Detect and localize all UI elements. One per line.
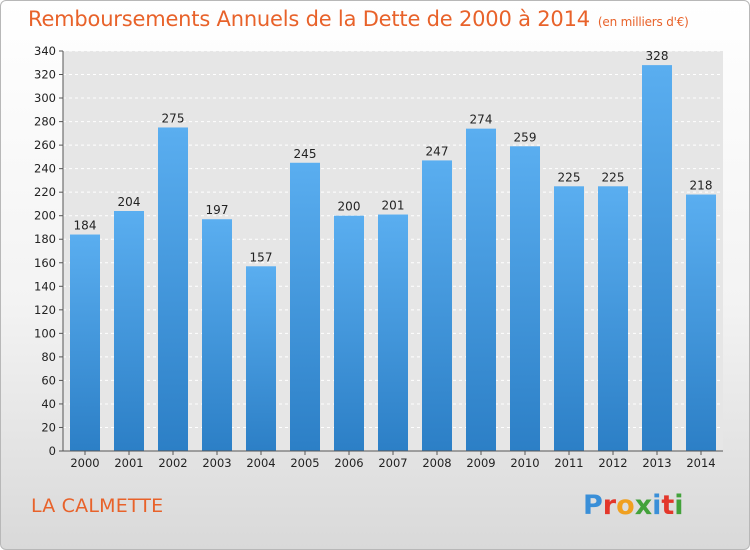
logo-letter: t — [661, 490, 675, 521]
y-tick-label: 20 — [41, 420, 56, 434]
y-tick-label: 40 — [41, 397, 56, 411]
x-tick-label: 2000 — [70, 456, 99, 470]
bar — [510, 146, 540, 451]
commune-name: LA CALMETTE — [31, 495, 164, 517]
bar — [378, 214, 408, 451]
y-tick-label: 160 — [34, 256, 56, 270]
x-tick-label: 2007 — [378, 456, 407, 470]
proxiti-logo: Proxiti — [583, 490, 684, 524]
bar-value-label: 225 — [558, 170, 581, 184]
x-tick-label: 2003 — [202, 456, 231, 470]
bar-value-label: 204 — [118, 195, 141, 209]
y-tick-label: 180 — [34, 232, 56, 246]
x-tick-label: 2002 — [158, 456, 187, 470]
y-tick-label: 0 — [49, 444, 56, 458]
y-tick-label: 140 — [34, 279, 56, 293]
x-tick-label: 2005 — [290, 456, 319, 470]
bar-value-label: 184 — [74, 219, 97, 233]
x-tick-label: 2008 — [422, 456, 451, 470]
y-tick-label: 300 — [34, 91, 56, 105]
bar-value-label: 200 — [338, 200, 361, 214]
y-tick-label: 80 — [41, 350, 56, 364]
bar — [686, 194, 716, 451]
bar-value-label: 201 — [382, 199, 405, 213]
bar-value-label: 259 — [514, 130, 537, 144]
x-tick-label: 2012 — [598, 456, 627, 470]
bar-value-label: 197 — [206, 203, 229, 217]
chart-title: Remboursements Annuels de la Dette de 20… — [28, 7, 590, 31]
bar — [290, 162, 320, 451]
bar-value-label: 275 — [162, 111, 185, 125]
bar-value-label: 157 — [250, 250, 273, 264]
y-tick-label: 200 — [34, 209, 56, 223]
y-tick-label: 340 — [34, 44, 56, 58]
chart-title-line: Remboursements Annuels de la Dette de 20… — [28, 7, 689, 31]
chart-subtitle: (en milliers d'€) — [597, 15, 689, 29]
y-tick-label: 320 — [34, 68, 56, 82]
bar — [70, 234, 100, 451]
bar — [642, 65, 672, 451]
y-tick-label: 120 — [34, 303, 56, 317]
logo-letter: r — [602, 490, 617, 521]
y-tick-label: 280 — [34, 115, 56, 129]
bar — [466, 128, 496, 451]
x-tick-label: 2009 — [466, 456, 495, 470]
logo-letter: i — [674, 490, 684, 521]
bar-value-label: 245 — [294, 147, 317, 161]
x-tick-label: 2011 — [554, 456, 583, 470]
bar — [554, 186, 584, 451]
bar-value-label: 225 — [602, 170, 625, 184]
bar — [334, 215, 364, 451]
logo-letter: i — [652, 490, 662, 521]
logo-letter: o — [616, 490, 635, 521]
x-tick-label: 2013 — [642, 456, 671, 470]
bar — [158, 127, 188, 452]
x-tick-label: 2004 — [246, 456, 275, 470]
x-tick-label: 2010 — [510, 456, 539, 470]
x-tick-label: 2006 — [334, 456, 363, 470]
x-tick-label: 2001 — [114, 456, 143, 470]
bar — [422, 160, 452, 452]
y-tick-label: 260 — [34, 138, 56, 152]
y-tick-label: 220 — [34, 185, 56, 199]
y-tick-label: 100 — [34, 326, 56, 340]
bar — [114, 211, 144, 451]
x-tick-label: 2014 — [686, 456, 715, 470]
logo-letter: x — [634, 490, 653, 521]
logo-letter: P — [583, 490, 603, 521]
y-tick-label: 240 — [34, 162, 56, 176]
bar — [598, 186, 628, 451]
bar — [202, 219, 232, 451]
y-tick-label: 60 — [41, 373, 56, 387]
bar-value-label: 218 — [690, 179, 713, 193]
bar-value-label: 274 — [470, 113, 493, 127]
bar-value-label: 247 — [426, 144, 449, 158]
bar — [246, 266, 276, 451]
bar-value-label: 328 — [646, 49, 669, 63]
